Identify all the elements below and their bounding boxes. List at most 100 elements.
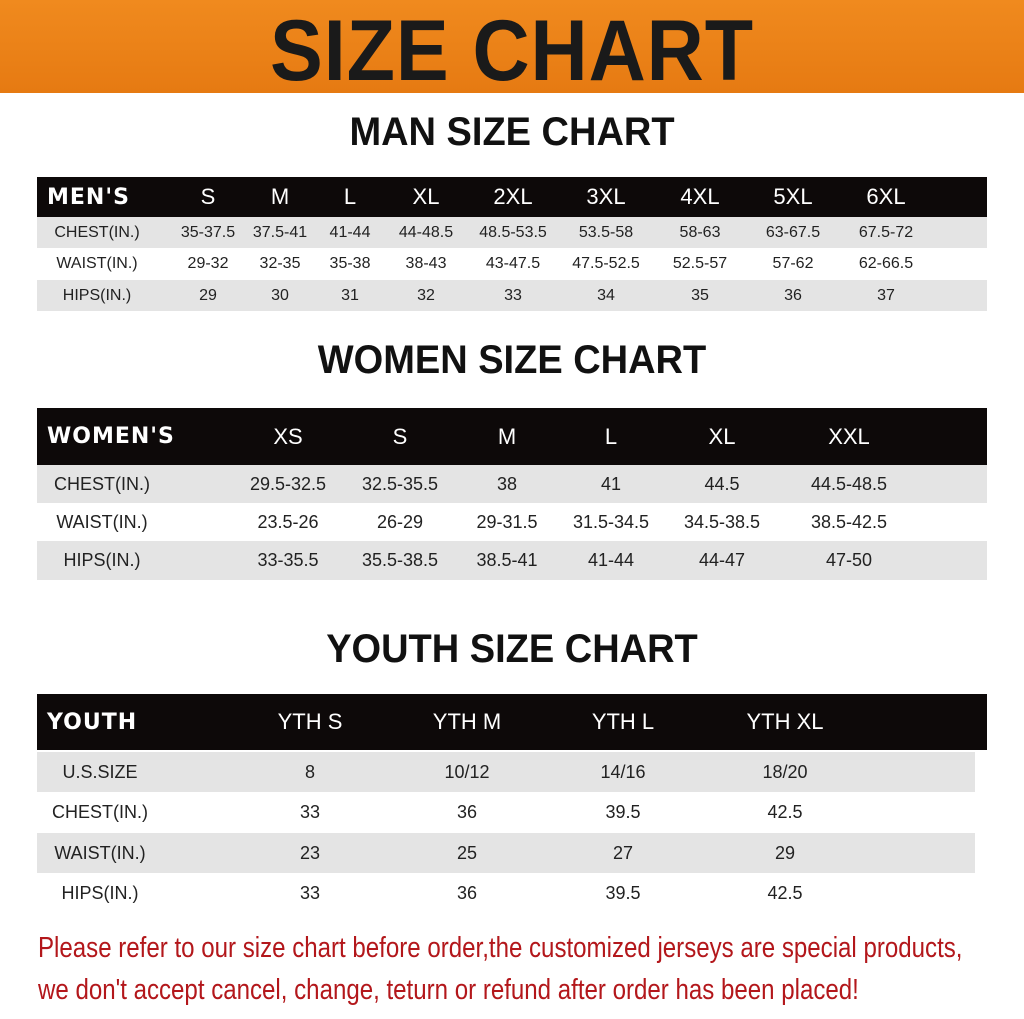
size-header: XL — [708, 423, 736, 449]
measurement-label: U.S.SIZE — [62, 761, 138, 782]
size-value: 31.5-34.5 — [572, 511, 650, 532]
size-value: 41-44 — [587, 550, 635, 570]
size-header: S — [200, 184, 216, 209]
size-header: YTH XL — [746, 709, 824, 734]
size-value: 33 — [299, 802, 321, 822]
size-header: 6XL — [866, 184, 906, 209]
youth-section-title: YOUTH SIZE CHART — [326, 627, 698, 671]
table-row: CHEST(IN.) 29.5-32.5 32.5-35.5 38 41 44.5 44.5… — [37, 465, 987, 503]
size-value: 23.5-26 — [257, 511, 319, 532]
size-value: 23 — [299, 842, 321, 863]
women-header-row: WOMEN'S XS S M L XL XXL — [37, 408, 987, 465]
size-value: 38.5-42.5 — [810, 511, 888, 532]
size-value: 10/12 — [444, 761, 490, 782]
size-value: 41-44 — [329, 223, 371, 241]
size-value: 38.5-41 — [476, 550, 538, 570]
table-row: U.S.SIZE 8 10/12 14/16 18/20 — [37, 752, 975, 792]
size-value: 36 — [456, 883, 478, 903]
size-value: 58-63 — [679, 223, 721, 241]
size-value: 35.5-38.5 — [361, 550, 439, 570]
size-value: 63-67.5 — [765, 223, 821, 241]
size-value: 32 — [417, 286, 435, 304]
size-value: 34.5-38.5 — [683, 511, 761, 532]
youth-header-row: YOUTH YTH S YTH M YTH L YTH XL — [37, 694, 987, 750]
table-row: WAIST(IN.) 23.5-26 26-29 29-31.5 31.5-34.5 34… — [37, 503, 987, 541]
table-title-cell: YOUTH — [47, 709, 138, 735]
size-value: 67.5-72 — [858, 223, 914, 241]
youth-size-table: YOUTH YTH S YTH M YTH L YTH XL U.S.SIZE 8 10/12… — [37, 694, 987, 914]
size-value: 27 — [612, 842, 634, 863]
notice-line-1: Please refer to our size chart before or… — [38, 932, 963, 964]
size-header: YTH S — [277, 709, 343, 734]
size-value: 29-32 — [187, 255, 229, 272]
size-value: 38 — [496, 473, 518, 494]
size-value: 52.5-57 — [672, 255, 728, 272]
size-value: 42.5 — [767, 802, 803, 822]
table-row: HIPS(IN.) 33-35.5 35.5-38.5 38.5-41 41-44 44-… — [37, 541, 987, 580]
size-value: 35-37.5 — [180, 223, 236, 241]
size-header: XS — [273, 423, 303, 449]
table-row: HIPS(IN.) 33 36 39.5 42.5 — [37, 873, 975, 914]
size-value: 18/20 — [762, 761, 808, 782]
measurement-label: WAIST(IN.) — [56, 511, 148, 532]
size-value: 47.5-52.5 — [572, 255, 640, 272]
measurement-label: WAIST(IN.) — [54, 842, 146, 863]
size-value: 39.5 — [605, 802, 641, 822]
size-value: 33 — [299, 883, 321, 903]
size-header: L — [604, 423, 618, 449]
size-value: 30 — [271, 286, 289, 304]
size-value: 32-35 — [259, 255, 301, 272]
size-value: 29.5-32.5 — [249, 473, 327, 494]
size-value: 35 — [691, 286, 709, 304]
size-header: S — [392, 423, 408, 449]
table-row: WAIST(IN.) 23 25 27 29 — [37, 833, 975, 873]
size-value: 47-50 — [825, 550, 873, 570]
women-section-title: WOMEN SIZE CHART — [317, 338, 707, 382]
measurement-label: HIPS(IN.) — [63, 550, 141, 570]
size-value: 29-31.5 — [476, 511, 538, 532]
size-header: 5XL — [773, 184, 813, 209]
women-size-table: WOMEN'S XS S M L XL XXL CHEST(IN.) 29.5-32.5 32.5… — [37, 408, 987, 580]
size-value: 33-35.5 — [257, 550, 319, 570]
size-value: 14/16 — [600, 761, 646, 782]
size-header: L — [343, 184, 357, 209]
size-value: 44.5-48.5 — [810, 473, 888, 494]
table-row: CHEST(IN.) 33 36 39.5 42.5 — [37, 792, 975, 833]
table-row: HIPS(IN.) 29 30 31 32 33 34 35 36 37 — [37, 280, 987, 311]
size-header: XXL — [828, 423, 870, 449]
size-value: 48.5-53.5 — [479, 223, 547, 241]
size-value: 62-66.5 — [858, 255, 914, 272]
men-section-title: MAN SIZE CHART — [349, 110, 675, 154]
size-value: 38-43 — [405, 255, 447, 272]
size-header: M — [497, 423, 517, 449]
size-value: 33 — [504, 286, 522, 304]
size-header: XL — [412, 184, 440, 209]
size-header: 4XL — [680, 184, 720, 209]
size-value: 26-29 — [376, 511, 424, 532]
size-value: 36 — [784, 286, 802, 304]
size-value: 29 — [199, 286, 217, 304]
size-header: M — [270, 184, 290, 209]
measurement-label: HIPS(IN.) — [61, 883, 139, 903]
size-value: 29 — [774, 842, 796, 863]
men-header-row: MEN'S S M L XL 2XL 3XL 4XL 5XL 6XL — [37, 177, 987, 217]
size-value: 37.5-41 — [252, 223, 308, 241]
size-value: 25 — [456, 842, 478, 863]
size-value: 41 — [600, 473, 622, 494]
measurement-label: CHEST(IN.) — [54, 473, 150, 494]
measurement-label: WAIST(IN.) — [56, 255, 138, 272]
size-header: 3XL — [586, 184, 626, 209]
size-value: 32.5-35.5 — [361, 473, 439, 494]
size-value: 35-38 — [329, 255, 371, 272]
banner: SIZE CHART — [0, 0, 1024, 99]
size-value: 44-48.5 — [398, 223, 454, 241]
size-value: 39.5 — [605, 883, 641, 903]
size-value: 43-47.5 — [485, 255, 541, 272]
measurement-label: CHEST(IN.) — [52, 802, 148, 822]
men-size-table: MEN'S S M L XL 2XL 3XL 4XL 5XL 6XL CHEST(IN.) 35-37… — [37, 177, 987, 311]
table-row: WAIST(IN.) 29-32 32-35 35-38 38-43 43-47.5 47.… — [37, 248, 987, 280]
banner-title: SIZE CHART — [270, 3, 754, 99]
size-header: 2XL — [493, 184, 533, 209]
size-value: 8 — [304, 761, 316, 782]
size-value: 57-62 — [772, 255, 814, 272]
